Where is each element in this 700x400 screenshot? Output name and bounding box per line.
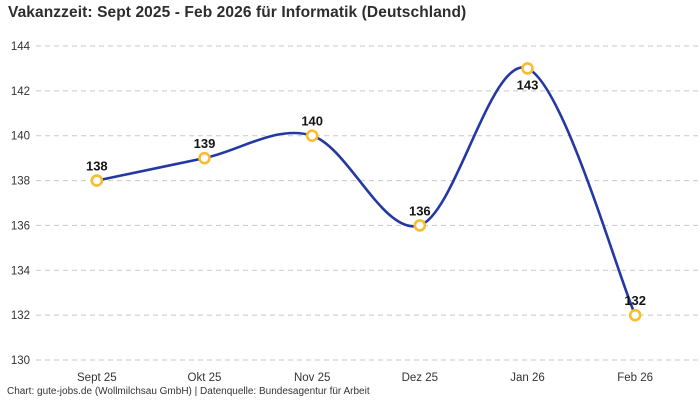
data-point-label: 136 xyxy=(409,203,431,218)
y-tick-label: 130 xyxy=(11,355,30,367)
data-point-marker xyxy=(628,308,642,322)
data-point-label: 132 xyxy=(624,293,646,308)
y-tick-label: 134 xyxy=(11,265,31,277)
data-point-marker xyxy=(90,174,104,187)
data-point-label: 143 xyxy=(517,77,539,92)
data-point-label: 138 xyxy=(86,159,108,174)
chart-footer-attribution: Chart: gute-jobs.de (Wollmilchsau GmbH) … xyxy=(7,386,370,397)
x-tick-label: Nov 25 xyxy=(294,372,330,384)
data-point-marker xyxy=(198,151,211,165)
y-tick-label: 140 xyxy=(11,131,30,143)
data-point-marker xyxy=(521,62,534,75)
y-tick-label: 138 xyxy=(11,176,30,188)
y-tick-label: 132 xyxy=(11,310,30,322)
data-point-marker xyxy=(305,129,319,143)
y-tick-label: 144 xyxy=(11,41,31,53)
data-point-marker xyxy=(413,219,427,232)
data-point-label: 139 xyxy=(194,136,216,151)
line-path xyxy=(95,66,637,317)
x-tick-label: Jan 26 xyxy=(510,372,545,384)
x-tick-label: Sept 25 xyxy=(77,372,117,384)
chart-title: Vakanzzeit: Sept 2025 - Feb 2026 für Inf… xyxy=(8,4,467,21)
x-tick-label: Okt 25 xyxy=(188,372,222,384)
x-tick-label: Feb 26 xyxy=(617,372,653,384)
data-point-label: 140 xyxy=(301,114,323,129)
y-tick-label: 142 xyxy=(11,86,30,98)
x-tick-label: Dez 25 xyxy=(402,372,438,384)
y-tick-label: 136 xyxy=(11,220,30,232)
